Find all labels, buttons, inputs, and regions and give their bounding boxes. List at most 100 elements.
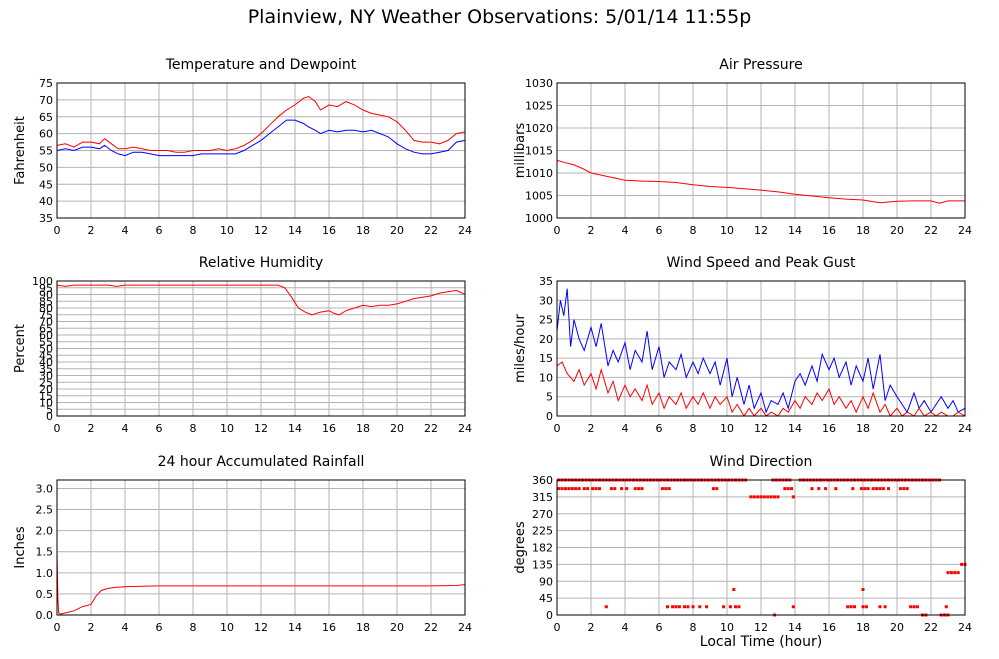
x-tick-label: 2 [588,621,595,634]
y-tick-label: 0 [546,609,553,622]
direction-point [909,605,913,609]
x-tick-label: 0 [554,224,561,237]
x-tick-label: 22 [424,621,438,634]
direction-point [846,605,850,609]
y-axis-label: Percent [13,324,28,373]
x-tick-label: 6 [656,422,663,435]
direction-point [915,605,919,609]
direction-point [667,487,671,491]
direction-point [683,605,686,609]
direction-point [686,605,690,609]
direction-point [762,495,766,499]
direction-point [875,487,879,491]
y-tick-label: 5 [546,391,553,404]
chart-humidity: 0 2 4 6 8 10 12 14 16 18 20 22 240510152025303540455… [13,255,472,435]
direction-point [640,487,644,491]
y-tick-label: 1025 [525,100,553,113]
direction-point [591,487,595,491]
x-tick-label: 18 [356,621,370,634]
y-tick-label: 15 [39,390,53,403]
y-tick-label: 225 [532,525,553,538]
x-tick-label: 14 [288,224,302,237]
direction-point [671,605,675,609]
x-tick-label: 10 [220,422,234,435]
y-tick-label: 75 [39,77,53,90]
direction-point [956,571,960,575]
chart-rain: 0 2 4 6 8 10 12 14 16 18 20 22 240.00.51.01.52.02.53… [13,454,472,634]
x-tick-label: 22 [424,422,438,435]
direction-point [752,495,756,499]
plot-frame [56,479,466,616]
direction-point [728,605,732,609]
y-tick-label: 50 [39,343,53,356]
x-tick-label: 12 [254,621,268,634]
direction-point [887,487,890,491]
x-tick-label: 0 [54,621,61,634]
y-tick-label: 1.5 [36,546,54,559]
x-tick-label: 4 [122,224,129,237]
x-tick-label: 2 [88,621,95,634]
y-tick-label: 2.5 [36,504,54,517]
x-tick-label: 24 [958,422,972,435]
x-tick-label: 14 [788,224,802,237]
y-tick-label: 35 [539,275,553,288]
y-tick-label: 10 [539,371,553,384]
direction-point [737,605,741,609]
direction-point [722,605,726,609]
direction-point [666,605,669,609]
chart-title: Air Pressure [719,57,802,73]
y-tick-label: 40 [39,356,53,369]
y-tick-label: 0 [46,410,53,423]
direction-point [570,487,574,491]
y-tick-label: 135 [532,558,553,571]
x-tick-label: 8 [190,224,197,237]
chart-title: Temperature and Dewpoint [165,57,357,73]
y-tick-label: 95 [39,282,53,295]
y-tick-label: 1000 [525,212,553,225]
x-tick-label: 14 [288,422,302,435]
direction-point [633,487,637,491]
x-tick-label: 6 [156,422,163,435]
chart-pressure: 0 2 4 6 8 10 12 14 16 18 20 22 241000100510101015102… [513,57,972,237]
chart-title: Wind Speed and Peak Gust [667,255,856,271]
x-tick-label: 22 [924,621,938,634]
direction-point [881,487,885,491]
x-tick-label: 18 [856,422,870,435]
direction-point [620,487,624,491]
y-tick-label: 90 [539,575,553,588]
direction-point [664,487,668,491]
x-tick-label: 8 [690,422,697,435]
x-tick-label: 4 [122,422,129,435]
direction-point [861,605,865,609]
direction-point [613,487,617,491]
y-tick-label: 45 [39,178,53,191]
humidity-series-line-0 [56,284,466,316]
y-tick-label: 0 [546,410,553,423]
y-tick-label: 0.0 [36,609,54,622]
direction-point [851,487,855,491]
y-tick-label: 85 [39,295,53,308]
x-tick-label: 4 [622,224,629,237]
temp-series-line-0 [56,95,466,153]
y-tick-label: 315 [532,491,553,504]
y-axis-label: millibars [513,123,528,179]
direction-point [564,487,567,491]
x-tick-label: 18 [356,422,370,435]
y-tick-label: 50 [39,161,53,174]
x-tick-label: 18 [856,224,870,237]
x-tick-label: 14 [788,621,802,634]
direction-point [749,495,753,499]
direction-point [953,571,957,575]
x-tick-label: 24 [458,224,472,237]
y-tick-label: 1030 [525,77,553,90]
direction-point [769,495,773,499]
chart-title: Wind Direction [710,454,813,470]
direction-point [871,487,875,491]
chart-wind: 0 2 4 6 8 10 12 14 16 18 20 22 2405101520253035Wind … [513,255,972,435]
x-tick-label: 0 [54,224,61,237]
x-tick-label: 12 [754,224,768,237]
direction-point [586,487,590,491]
y-tick-label: 25 [39,376,53,389]
direction-point [863,487,867,491]
